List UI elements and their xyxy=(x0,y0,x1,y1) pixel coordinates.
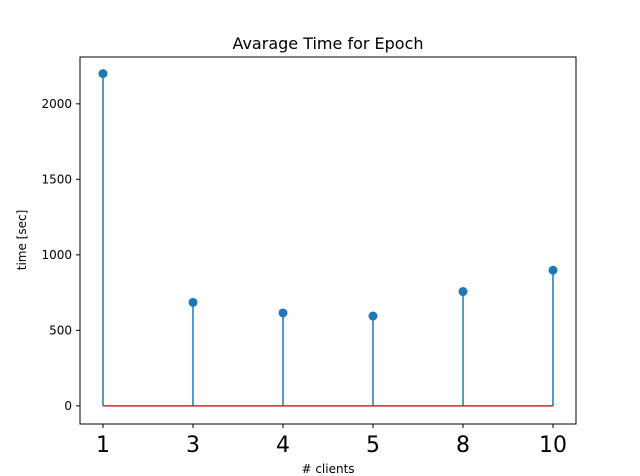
plot-area: 0 500 1000 1500 2000 1 3 4 5 8 10 xyxy=(41,69,567,458)
stem-marker xyxy=(548,265,558,275)
axes-frame xyxy=(79,56,577,425)
stem-marker xyxy=(458,287,468,297)
y-tick-label: 500 xyxy=(49,323,72,337)
x-axis-label: # clients xyxy=(301,462,354,476)
x-tick-label: 10 xyxy=(539,433,567,458)
y-tick-label: 1500 xyxy=(41,172,72,186)
x-tick-label: 4 xyxy=(276,433,290,458)
x-tick-label: 8 xyxy=(456,433,470,458)
chart-title: Avarage Time for Epoch xyxy=(232,34,423,53)
stem-marker xyxy=(278,308,288,318)
stem-marker xyxy=(188,297,198,307)
y-tick-label: 1000 xyxy=(41,248,72,262)
x-tick-label: 5 xyxy=(366,433,380,458)
x-tick-label: 3 xyxy=(186,433,200,458)
stem-marker xyxy=(98,69,108,79)
stem-marker xyxy=(368,311,378,321)
y-tick-label: 0 xyxy=(64,399,72,413)
y-axis-label: time [sec] xyxy=(15,210,29,271)
x-tick-label: 1 xyxy=(96,433,110,458)
y-tick-label: 2000 xyxy=(41,97,72,111)
